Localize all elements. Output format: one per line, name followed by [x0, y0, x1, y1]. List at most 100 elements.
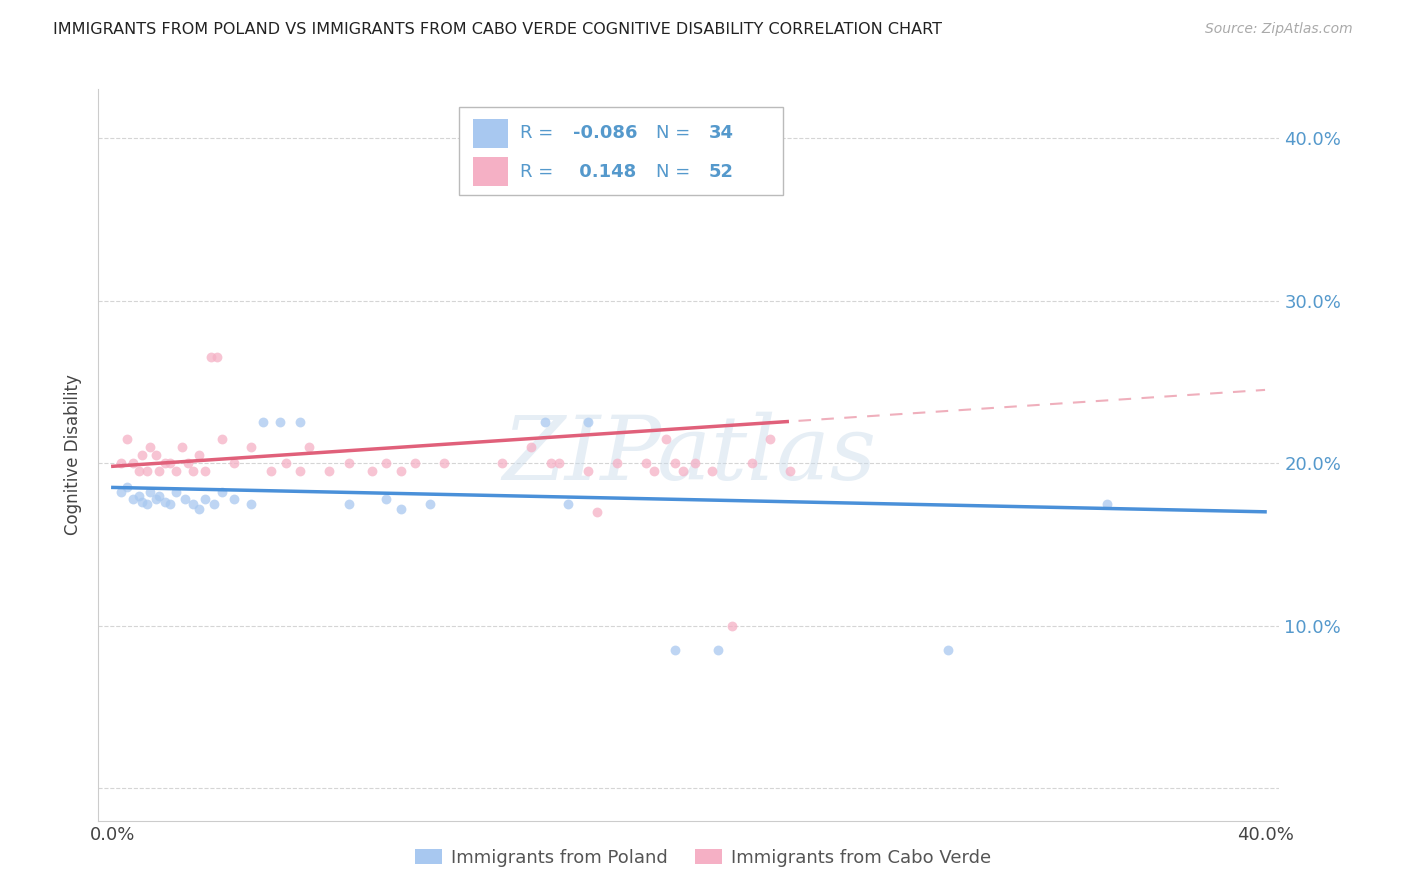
Point — [664, 456, 686, 470]
Point — [252, 416, 274, 430]
Point — [194, 491, 217, 506]
Point — [337, 497, 360, 511]
Point — [240, 497, 263, 511]
Point — [110, 456, 132, 470]
Text: 0.148: 0.148 — [574, 163, 637, 181]
Point — [194, 464, 217, 478]
Point — [548, 456, 571, 470]
Point — [606, 456, 628, 470]
Legend: Immigrants from Poland, Immigrants from Cabo Verde: Immigrants from Poland, Immigrants from … — [408, 842, 998, 874]
Point — [361, 464, 384, 478]
Point — [145, 448, 167, 462]
Point — [1095, 497, 1118, 511]
Point — [159, 497, 181, 511]
Point — [664, 643, 686, 657]
Point — [188, 501, 211, 516]
Point — [122, 456, 145, 470]
Point — [177, 456, 200, 470]
Point — [188, 448, 211, 462]
Point — [139, 440, 162, 454]
Point — [540, 456, 562, 470]
Point — [148, 489, 170, 503]
Point — [131, 495, 153, 509]
FancyBboxPatch shape — [472, 119, 508, 148]
Point — [337, 456, 360, 470]
Point — [240, 440, 263, 454]
Point — [115, 480, 138, 494]
Point — [153, 495, 176, 509]
Point — [288, 416, 311, 430]
Point — [557, 497, 579, 511]
Point — [461, 163, 484, 178]
Point — [260, 464, 283, 478]
Point — [170, 440, 193, 454]
Point — [122, 491, 145, 506]
Point — [183, 464, 205, 478]
Point — [159, 456, 181, 470]
Text: N =: N = — [655, 124, 696, 142]
Point — [404, 456, 426, 470]
Point — [643, 464, 665, 478]
Point — [136, 497, 159, 511]
Point — [585, 505, 607, 519]
Point — [758, 432, 780, 446]
Point — [165, 485, 187, 500]
Text: -0.086: -0.086 — [574, 124, 638, 142]
Point — [183, 497, 205, 511]
Point — [389, 501, 412, 516]
Point — [153, 456, 176, 470]
Point — [655, 432, 678, 446]
Point — [222, 456, 245, 470]
Point — [634, 456, 657, 470]
Point — [389, 464, 412, 478]
Point — [200, 351, 222, 365]
FancyBboxPatch shape — [458, 108, 783, 195]
Point — [936, 643, 959, 657]
Point — [576, 416, 599, 430]
Point — [211, 432, 233, 446]
Point — [145, 491, 167, 506]
Point — [115, 432, 138, 446]
Text: IMMIGRANTS FROM POLAND VS IMMIGRANTS FROM CABO VERDE COGNITIVE DISABILITY CORREL: IMMIGRANTS FROM POLAND VS IMMIGRANTS FRO… — [53, 22, 942, 37]
Text: ZIPatlas: ZIPatlas — [502, 411, 876, 499]
Point — [139, 485, 162, 500]
Point — [721, 618, 744, 632]
Point — [683, 456, 706, 470]
Point — [202, 497, 225, 511]
Point — [298, 440, 321, 454]
Point — [534, 416, 557, 430]
Point — [131, 448, 153, 462]
Point — [222, 491, 245, 506]
Point — [269, 416, 291, 430]
Text: 52: 52 — [709, 163, 734, 181]
Point — [706, 643, 728, 657]
Point — [741, 456, 763, 470]
Point — [173, 491, 195, 506]
Point — [375, 491, 398, 506]
FancyBboxPatch shape — [472, 157, 508, 186]
Point — [148, 464, 170, 478]
Text: 34: 34 — [709, 124, 734, 142]
Point — [165, 464, 187, 478]
Text: R =: R = — [520, 163, 560, 181]
Text: R =: R = — [520, 124, 560, 142]
Point — [211, 485, 233, 500]
Text: Source: ZipAtlas.com: Source: ZipAtlas.com — [1205, 22, 1353, 37]
Point — [491, 456, 513, 470]
Text: N =: N = — [655, 163, 696, 181]
Point — [205, 351, 228, 365]
Point — [375, 456, 398, 470]
Point — [519, 440, 541, 454]
Point — [419, 497, 441, 511]
Point — [700, 464, 723, 478]
Point — [274, 456, 297, 470]
Point — [433, 456, 456, 470]
Point — [672, 464, 695, 478]
Point — [128, 464, 150, 478]
Y-axis label: Cognitive Disability: Cognitive Disability — [65, 375, 83, 535]
Point — [288, 464, 311, 478]
Point — [136, 464, 159, 478]
Point — [110, 485, 132, 500]
Point — [318, 464, 340, 478]
Point — [576, 464, 599, 478]
